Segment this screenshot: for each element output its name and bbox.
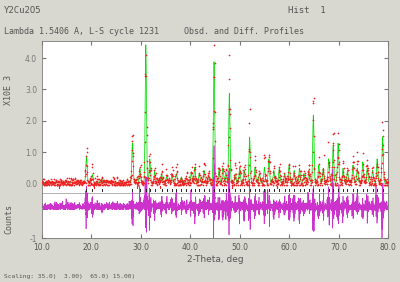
X-axis label: 2-Theta, deg: 2-Theta, deg bbox=[187, 255, 243, 264]
Text: Counts: Counts bbox=[4, 204, 13, 233]
Text: Scaling: 35.0)  3.00)  65.0) 15.00): Scaling: 35.0) 3.00) 65.0) 15.00) bbox=[4, 274, 135, 279]
Text: Y2Cu2O5: Y2Cu2O5 bbox=[4, 6, 42, 15]
Text: Lambda 1.5406 A, L-S cycle 1231: Lambda 1.5406 A, L-S cycle 1231 bbox=[4, 27, 159, 36]
Text: X10E 3: X10E 3 bbox=[4, 75, 13, 105]
Text: Obsd. and Diff. Profiles: Obsd. and Diff. Profiles bbox=[184, 27, 304, 36]
Text: Hist  1: Hist 1 bbox=[288, 6, 326, 15]
